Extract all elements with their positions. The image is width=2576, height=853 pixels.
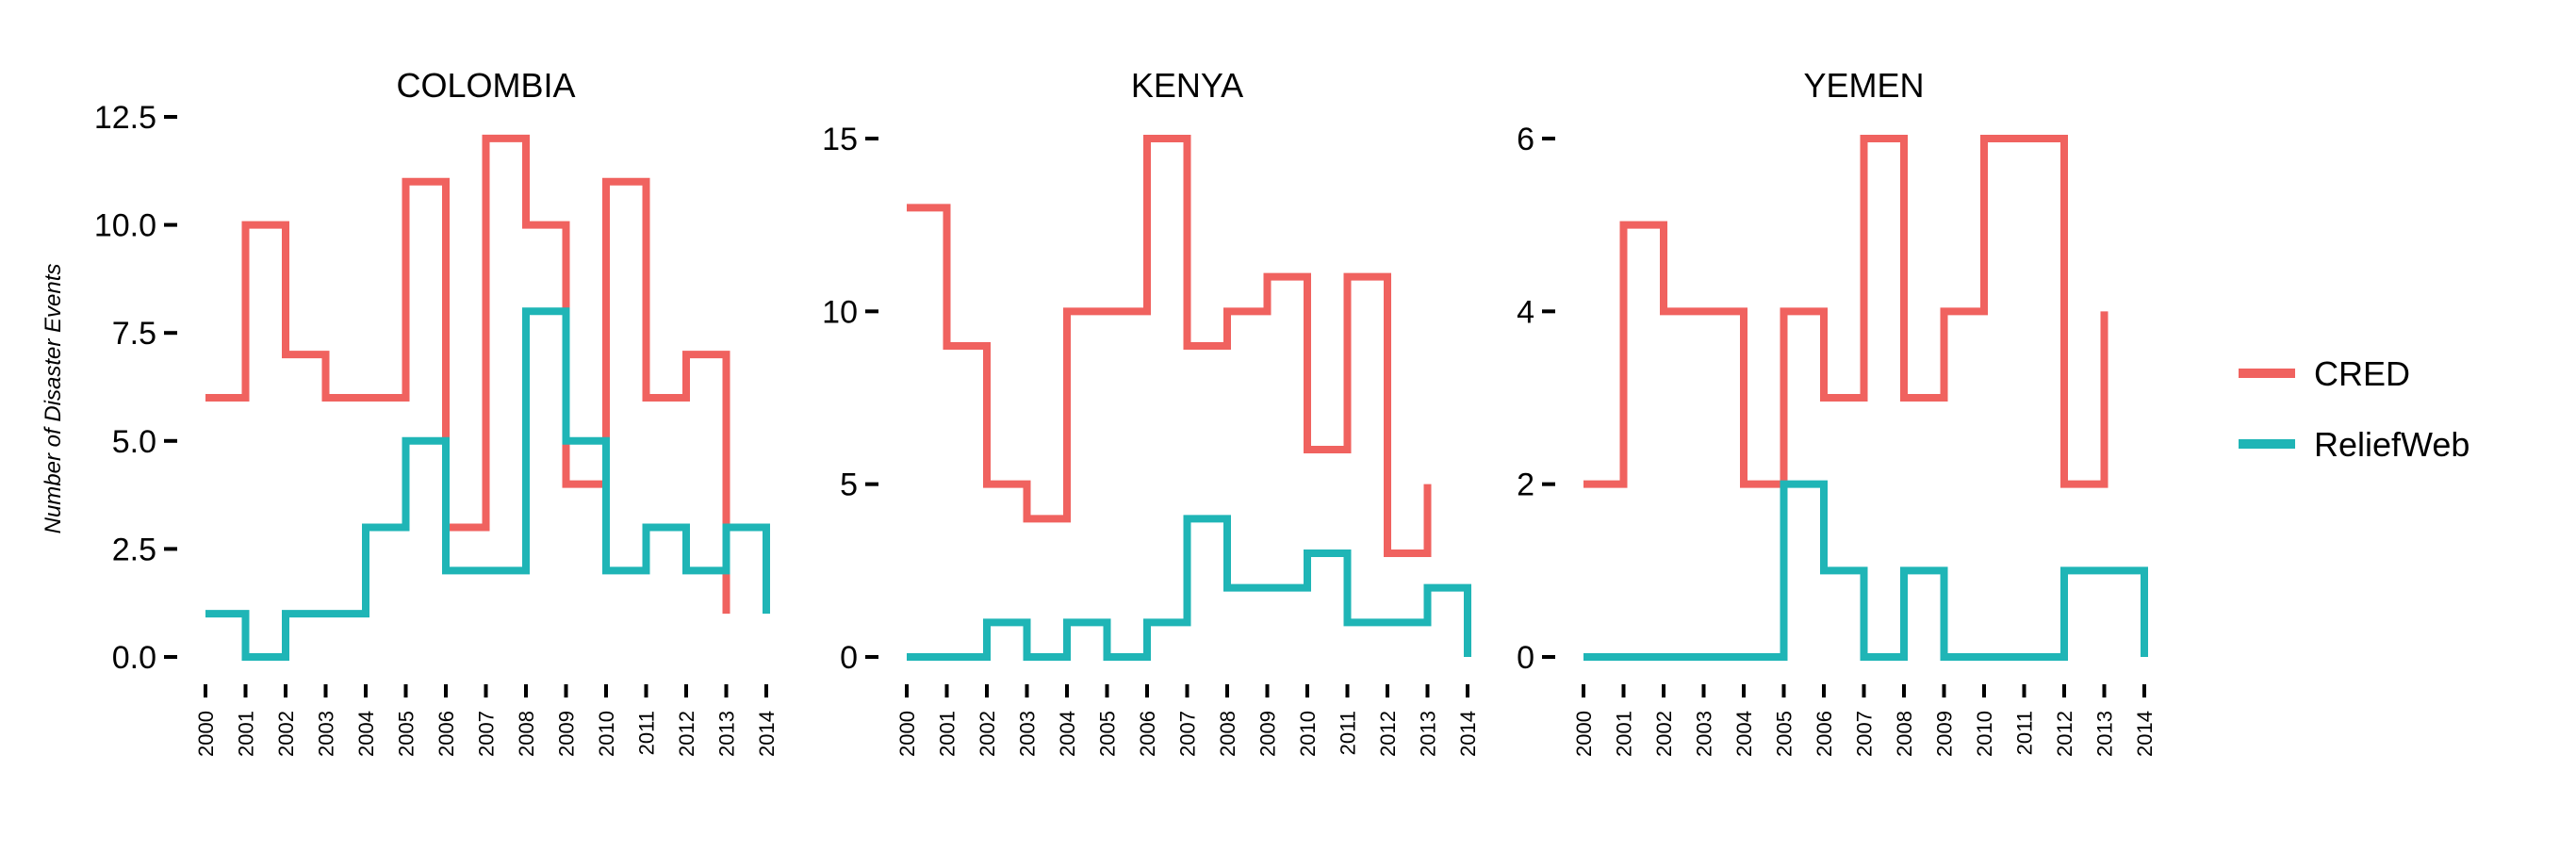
xtick-label-colombia-2004: 2004 <box>354 711 378 757</box>
xtick-label-kenya-2011: 2011 <box>1337 711 1360 755</box>
ytick-label-kenya-1: 5 <box>840 468 858 503</box>
legend-label-cred: CRED <box>2314 354 2410 393</box>
series-reliefweb-yemen <box>1583 480 2148 661</box>
series-cred-yemen <box>1583 135 2108 488</box>
xtick-label-colombia-2000: 2000 <box>194 711 218 757</box>
xtick-label-colombia-2013: 2013 <box>715 711 739 757</box>
xtick-label-kenya-2002: 2002 <box>976 711 999 757</box>
xtick-label-kenya-2013: 2013 <box>1417 711 1440 757</box>
xtick-label-yemen-2006: 2006 <box>1813 711 1836 757</box>
xtick-label-yemen-2003: 2003 <box>1693 711 1716 757</box>
xtick-label-yemen-2013: 2013 <box>2093 711 2117 757</box>
ytick-label-yemen-3: 6 <box>1517 122 1534 157</box>
xtick-label-colombia-2009: 2009 <box>555 711 579 757</box>
ytick-label-colombia-3: 7.5 <box>112 316 156 352</box>
xtick-label-kenya-2008: 2008 <box>1216 711 1239 757</box>
panel-title-kenya: KENYA <box>1131 66 1243 105</box>
xtick-label-kenya-2003: 2003 <box>1016 711 1040 757</box>
xtick-label-kenya-2012: 2012 <box>1376 711 1400 757</box>
xtick-label-yemen-2011: 2011 <box>2013 711 2037 755</box>
panel-title-colombia: COLOMBIA <box>396 66 575 105</box>
ytick-label-colombia-0: 0.0 <box>112 640 156 676</box>
ytick-label-colombia-1: 2.5 <box>112 532 156 567</box>
xtick-label-colombia-2001: 2001 <box>235 711 258 757</box>
legend-label-reliefweb: ReliefWeb <box>2314 425 2469 464</box>
xtick-label-colombia-2012: 2012 <box>675 711 698 757</box>
xtick-label-kenya-2001: 2001 <box>936 711 960 757</box>
xtick-label-yemen-2010: 2010 <box>1973 711 1996 757</box>
xtick-label-kenya-2004: 2004 <box>1056 711 1079 757</box>
xtick-label-colombia-2008: 2008 <box>515 711 538 757</box>
xtick-label-yemen-2004: 2004 <box>1732 711 1756 757</box>
ytick-label-yemen-2: 4 <box>1517 294 1534 330</box>
xtick-label-yemen-2012: 2012 <box>2053 711 2076 757</box>
series-reliefweb-colombia <box>205 307 770 661</box>
xtick-label-kenya-2010: 2010 <box>1296 711 1320 757</box>
xtick-label-colombia-2014: 2014 <box>755 711 779 757</box>
xtick-label-colombia-2007: 2007 <box>475 711 499 757</box>
xtick-label-yemen-2009: 2009 <box>1933 711 1957 757</box>
ytick-label-kenya-3: 15 <box>822 122 858 157</box>
xtick-label-kenya-2009: 2009 <box>1256 711 1280 757</box>
xtick-label-kenya-2000: 2000 <box>895 711 919 757</box>
xtick-label-kenya-2006: 2006 <box>1136 711 1159 757</box>
xtick-label-yemen-2007: 2007 <box>1853 711 1877 757</box>
xtick-label-yemen-2005: 2005 <box>1773 711 1797 757</box>
xtick-label-kenya-2005: 2005 <box>1096 711 1120 757</box>
ytick-label-colombia-5: 12.5 <box>94 100 156 136</box>
ytick-label-kenya-0: 0 <box>840 640 858 676</box>
xtick-label-yemen-2001: 2001 <box>1613 711 1636 757</box>
xtick-label-colombia-2002: 2002 <box>274 711 298 757</box>
series-cred-colombia <box>205 134 730 615</box>
xtick-label-yemen-2002: 2002 <box>1652 711 1676 757</box>
xtick-label-colombia-2010: 2010 <box>595 711 618 757</box>
xtick-label-colombia-2005: 2005 <box>395 711 418 757</box>
panel-title-yemen: YEMEN <box>1803 66 1924 105</box>
xtick-label-yemen-2000: 2000 <box>1572 711 1596 757</box>
series-reliefweb-kenya <box>907 515 1471 661</box>
xtick-label-colombia-2011: 2011 <box>635 711 659 755</box>
xtick-label-kenya-2007: 2007 <box>1176 711 1200 757</box>
ytick-label-yemen-0: 0 <box>1517 640 1534 676</box>
xtick-label-kenya-2014: 2014 <box>1456 711 1480 757</box>
ytick-label-yemen-1: 2 <box>1517 468 1534 503</box>
series-cred-kenya <box>907 135 1432 557</box>
ytick-label-colombia-4: 10.0 <box>94 208 156 244</box>
ytick-label-colombia-2: 5.0 <box>112 424 156 460</box>
xtick-label-yemen-2008: 2008 <box>1893 711 1916 757</box>
ytick-label-kenya-2: 10 <box>822 294 858 330</box>
xtick-label-yemen-2014: 2014 <box>2133 711 2157 757</box>
xtick-label-colombia-2006: 2006 <box>435 711 458 757</box>
xtick-label-colombia-2003: 2003 <box>315 711 338 757</box>
y-axis-label: Number of Disaster Events <box>41 264 66 534</box>
